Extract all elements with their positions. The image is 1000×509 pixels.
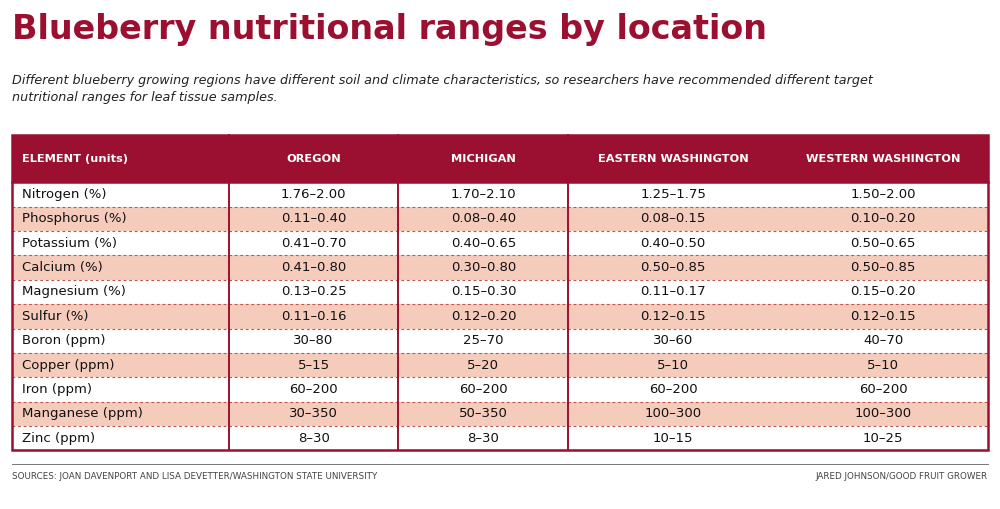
Text: Copper (ppm): Copper (ppm)	[22, 359, 114, 372]
Text: 0.11–0.16: 0.11–0.16	[281, 310, 346, 323]
Text: 1.70–2.10: 1.70–2.10	[451, 188, 516, 201]
Text: 0.15–0.30: 0.15–0.30	[451, 286, 516, 298]
Text: MICHIGAN: MICHIGAN	[451, 154, 516, 163]
Bar	[12, 135, 988, 182]
Text: 30–80: 30–80	[293, 334, 334, 347]
Bar	[12, 353, 988, 377]
Text: ELEMENT (units): ELEMENT (units)	[22, 154, 128, 163]
Text: 0.13–0.25: 0.13–0.25	[281, 286, 346, 298]
Text: 0.30–0.80: 0.30–0.80	[451, 261, 516, 274]
Text: Magnesium (%): Magnesium (%)	[22, 286, 126, 298]
Text: 10–25: 10–25	[863, 432, 903, 445]
Text: 5–10: 5–10	[867, 359, 899, 372]
Text: Different blueberry growing regions have different soil and climate characterist: Different blueberry growing regions have…	[12, 74, 873, 104]
Text: Zinc (ppm): Zinc (ppm)	[22, 432, 95, 445]
Text: Boron (ppm): Boron (ppm)	[22, 334, 105, 347]
Text: 0.40–0.50: 0.40–0.50	[641, 237, 706, 250]
Bar	[12, 231, 988, 256]
Bar	[12, 328, 988, 353]
Text: 40–70: 40–70	[863, 334, 903, 347]
Bar	[12, 402, 988, 426]
Text: Potassium (%): Potassium (%)	[22, 237, 117, 250]
Text: 0.50–0.65: 0.50–0.65	[850, 237, 916, 250]
Text: Sulfur (%): Sulfur (%)	[22, 310, 88, 323]
Text: Blueberry nutritional ranges by location: Blueberry nutritional ranges by location	[12, 13, 767, 46]
Text: 25–70: 25–70	[463, 334, 504, 347]
Text: 30–60: 30–60	[653, 334, 693, 347]
Text: WESTERN WASHINGTON: WESTERN WASHINGTON	[806, 154, 960, 163]
Bar	[12, 207, 988, 231]
Text: 30–350: 30–350	[289, 407, 338, 420]
Text: EASTERN WASHINGTON: EASTERN WASHINGTON	[598, 154, 749, 163]
Text: 8–30: 8–30	[467, 432, 499, 445]
Text: 0.11–0.17: 0.11–0.17	[640, 286, 706, 298]
Bar	[12, 426, 988, 450]
Text: 100–300: 100–300	[855, 407, 912, 420]
Text: Phosphorus (%): Phosphorus (%)	[22, 212, 126, 225]
Text: 50–350: 50–350	[459, 407, 508, 420]
Text: 0.50–0.85: 0.50–0.85	[850, 261, 916, 274]
Text: 0.08–0.40: 0.08–0.40	[451, 212, 516, 225]
Text: 0.12–0.20: 0.12–0.20	[451, 310, 516, 323]
Bar	[12, 256, 988, 280]
Bar	[12, 280, 988, 304]
Text: 0.11–0.40: 0.11–0.40	[281, 212, 346, 225]
Text: 60–200: 60–200	[859, 383, 907, 396]
Bar	[12, 304, 988, 328]
Text: 1.25–1.75: 1.25–1.75	[640, 188, 706, 201]
Text: 60–200: 60–200	[649, 383, 698, 396]
Text: Iron (ppm): Iron (ppm)	[22, 383, 92, 396]
Text: 0.41–0.70: 0.41–0.70	[281, 237, 346, 250]
Text: 0.50–0.85: 0.50–0.85	[641, 261, 706, 274]
Text: 0.15–0.20: 0.15–0.20	[850, 286, 916, 298]
Bar	[12, 135, 988, 450]
Text: 1.50–2.00: 1.50–2.00	[850, 188, 916, 201]
Text: 8–30: 8–30	[298, 432, 330, 445]
Text: 0.40–0.65: 0.40–0.65	[451, 237, 516, 250]
Text: JARED JOHNSON/GOOD FRUIT GROWER: JARED JOHNSON/GOOD FRUIT GROWER	[816, 472, 988, 481]
Text: 60–200: 60–200	[459, 383, 508, 396]
Text: Nitrogen (%): Nitrogen (%)	[22, 188, 106, 201]
Text: 0.12–0.15: 0.12–0.15	[850, 310, 916, 323]
Text: 10–15: 10–15	[653, 432, 693, 445]
Bar	[12, 182, 988, 207]
Text: OREGON: OREGON	[286, 154, 341, 163]
Text: 100–300: 100–300	[645, 407, 702, 420]
Text: 5–20: 5–20	[467, 359, 499, 372]
Text: 0.12–0.15: 0.12–0.15	[640, 310, 706, 323]
Text: 0.08–0.15: 0.08–0.15	[641, 212, 706, 225]
Text: Manganese (ppm): Manganese (ppm)	[22, 407, 143, 420]
Text: 5–15: 5–15	[298, 359, 330, 372]
Text: Calcium (%): Calcium (%)	[22, 261, 103, 274]
Text: SOURCES: JOAN DAVENPORT AND LISA DEVETTER/WASHINGTON STATE UNIVERSITY: SOURCES: JOAN DAVENPORT AND LISA DEVETTE…	[12, 472, 377, 481]
Text: 0.10–0.20: 0.10–0.20	[850, 212, 916, 225]
Text: 0.41–0.80: 0.41–0.80	[281, 261, 346, 274]
Text: 1.76–2.00: 1.76–2.00	[281, 188, 346, 201]
Bar	[12, 377, 988, 402]
Text: 5–10: 5–10	[657, 359, 689, 372]
Text: 60–200: 60–200	[289, 383, 338, 396]
